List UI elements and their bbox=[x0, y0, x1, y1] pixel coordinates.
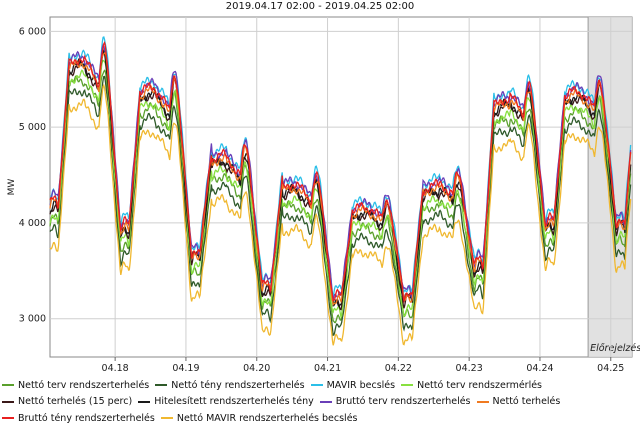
y-tick-label: 3 000 bbox=[19, 314, 46, 325]
legend-swatch bbox=[310, 384, 323, 386]
legend-item[interactable]: Nettó MAVIR rendszerterhelés becslés bbox=[160, 411, 358, 426]
chart-legend: Nettó terv rendszerterhelés Nettó tény re… bbox=[2, 376, 638, 426]
legend-label: Nettó terhelés (15 perc) bbox=[18, 396, 133, 407]
series-line bbox=[49, 36, 632, 297]
chart-plot: Előrejelzés 3 000 4 000 5 000 6 000 04.18 04.1… bbox=[7, 16, 640, 374]
legend-swatch bbox=[155, 384, 168, 386]
legend-label: Bruttó terv rendszerterhelés bbox=[335, 396, 471, 407]
legend-swatch bbox=[2, 384, 14, 386]
legend-swatch bbox=[2, 400, 14, 403]
series-line bbox=[49, 52, 632, 307]
legend-swatch bbox=[476, 400, 489, 403]
legend-label: Bruttó tény rendszerterhelés bbox=[18, 412, 155, 424]
legend-swatch bbox=[160, 417, 173, 419]
legend-label: Nettó terv rendszerterhelés bbox=[18, 379, 150, 391]
legend-label: Nettó MAVIR rendszerterhelés becslés bbox=[176, 412, 358, 424]
y-tick-label: 6 000 bbox=[19, 26, 46, 37]
legend-item[interactable]: Hitelesített rendszerterhelés tény bbox=[138, 394, 314, 409]
legend-label: Nettó terhelés bbox=[492, 396, 561, 407]
series-line bbox=[49, 59, 632, 319]
x-tick-label: 04.23 bbox=[456, 363, 483, 374]
legend-item[interactable]: Nettó terv rendszerterhelés bbox=[2, 378, 149, 393]
x-tick-label: 04.22 bbox=[385, 363, 412, 374]
plot-area bbox=[49, 16, 633, 358]
y-tick-label: 5 000 bbox=[19, 122, 46, 133]
series-line bbox=[49, 75, 632, 337]
forecast-label: Előrejelzés bbox=[590, 343, 640, 354]
legend-label: MAVIR becslés bbox=[326, 379, 396, 391]
series-line bbox=[49, 83, 632, 346]
legend-item[interactable]: Nettó terv rendszermérlés bbox=[401, 378, 542, 393]
y-tick-label: 4 000 bbox=[19, 218, 46, 229]
legend-item[interactable]: Nettó terhelés (15 perc) bbox=[2, 394, 132, 409]
x-tick-label: 04.21 bbox=[314, 363, 341, 374]
x-tick-label: 04.18 bbox=[102, 363, 129, 374]
x-tick-label: 04.24 bbox=[526, 363, 553, 374]
legend-swatch bbox=[401, 384, 414, 386]
legend-label: Nettó terv rendszermérlés bbox=[417, 379, 543, 391]
legend-label: Hitelesített rendszerterhelés tény bbox=[154, 396, 314, 407]
legend-item[interactable]: Bruttó tény rendszerterhelés bbox=[2, 411, 155, 426]
legend-swatch bbox=[2, 417, 14, 419]
legend-item[interactable]: MAVIR becslés bbox=[310, 378, 396, 393]
legend-item[interactable]: Nettó terhelés bbox=[476, 394, 561, 409]
legend-swatch bbox=[138, 400, 151, 403]
legend-label: Nettó tény rendszerterhelés bbox=[171, 379, 305, 391]
series-line bbox=[49, 40, 632, 304]
x-tick-label: 04.19 bbox=[172, 363, 199, 374]
legend-item[interactable]: Nettó tény rendszerterhelés bbox=[155, 378, 305, 393]
legend-swatch bbox=[319, 400, 332, 403]
legend-item[interactable]: Bruttó terv rendszerterhelés bbox=[319, 394, 471, 409]
x-tick-label: 04.20 bbox=[243, 363, 270, 374]
y-axis-label: MW bbox=[7, 179, 17, 196]
x-tick-label: 04.25 bbox=[597, 363, 624, 374]
chart-title: 2019.04.17 02:00 - 2019.04.25 02:00 bbox=[225, 1, 415, 12]
